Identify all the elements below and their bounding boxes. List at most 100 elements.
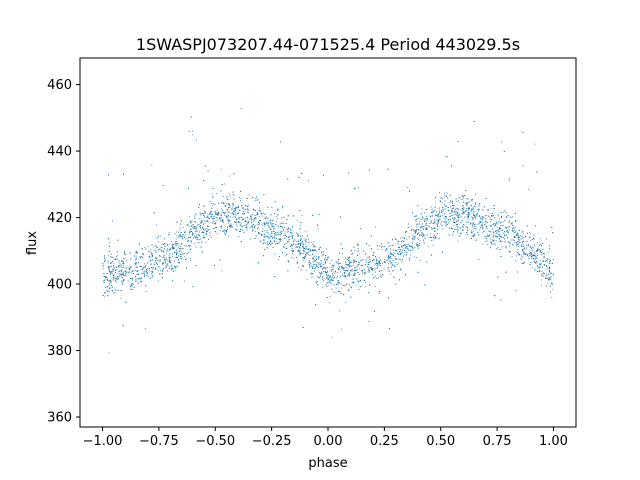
data-point [146,269,148,271]
data-point [495,240,497,242]
data-point [323,267,325,268]
data-point [319,265,321,267]
data-point [125,271,127,273]
data-point [394,264,396,266]
data-point [209,234,211,236]
data-point [171,256,173,258]
data-point [318,277,320,279]
data-point [221,212,223,214]
data-point [177,243,179,245]
data-point [398,248,400,250]
data-point [533,245,535,247]
data-point [220,227,222,229]
data-point [104,292,105,294]
data-point [383,261,385,263]
data-point [529,254,531,256]
data-point [326,267,328,268]
data-point [428,215,430,217]
data-point [177,243,179,245]
data-point [472,225,473,227]
data-point [172,268,174,269]
data-point [300,222,302,224]
data-point [541,270,543,272]
data-point [412,234,414,236]
data-point [418,217,420,219]
data-point [113,277,115,279]
data-point [431,228,433,230]
data-point [337,272,339,274]
data-point [326,286,328,287]
data-point [415,230,417,232]
data-point [130,288,132,290]
data-point [302,253,304,254]
data-point [424,237,426,239]
data-point [521,245,523,247]
data-point [409,257,411,259]
data-point [450,219,452,221]
data-point [240,222,242,224]
data-point [490,233,492,235]
data-point [517,249,519,251]
data-point [346,275,348,277]
data-point [509,242,511,244]
data-point [475,202,476,204]
data-point [142,257,144,259]
data-point [522,241,523,243]
data-point [123,279,125,280]
data-point [444,200,446,202]
data-point [514,232,515,233]
data-point [416,224,418,226]
data-point [299,246,300,248]
data-point [537,266,539,268]
data-point [277,242,279,244]
data-point [498,234,499,236]
data-point [156,246,158,248]
data-point [224,215,226,216]
data-point [300,253,302,255]
data-point [411,249,413,251]
data-point [213,265,215,267]
data-point [120,265,122,266]
data-point [360,265,362,267]
data-point [165,266,167,268]
data-point [387,254,389,256]
data-point [206,228,208,229]
data-point [330,271,332,273]
data-point [491,219,493,220]
data-point [192,130,194,132]
data-point [228,175,230,177]
data-point [140,277,142,279]
data-point [488,234,490,236]
data-point [323,264,325,265]
data-point [542,273,544,275]
data-point [153,212,155,214]
data-point [441,198,443,200]
data-point [229,204,230,206]
data-point [346,264,348,266]
data-point [413,230,415,232]
data-point [172,243,173,245]
data-point [404,253,406,255]
data-point [461,220,463,221]
data-point [222,202,224,204]
data-point [318,214,320,215]
data-point [157,266,159,268]
data-point [506,237,508,239]
data-point [409,249,411,251]
data-point [235,218,237,220]
data-point [497,226,499,228]
data-point [235,207,237,209]
data-point [297,243,299,245]
data-point [336,283,338,285]
data-point [109,281,111,283]
data-point [241,219,243,221]
data-point [180,251,182,253]
data-point [426,218,428,220]
data-point [116,251,118,253]
data-point [206,216,208,218]
data-point [341,328,343,330]
data-point [168,249,170,251]
data-point [377,263,379,265]
data-point [283,216,285,218]
data-point [296,220,298,222]
